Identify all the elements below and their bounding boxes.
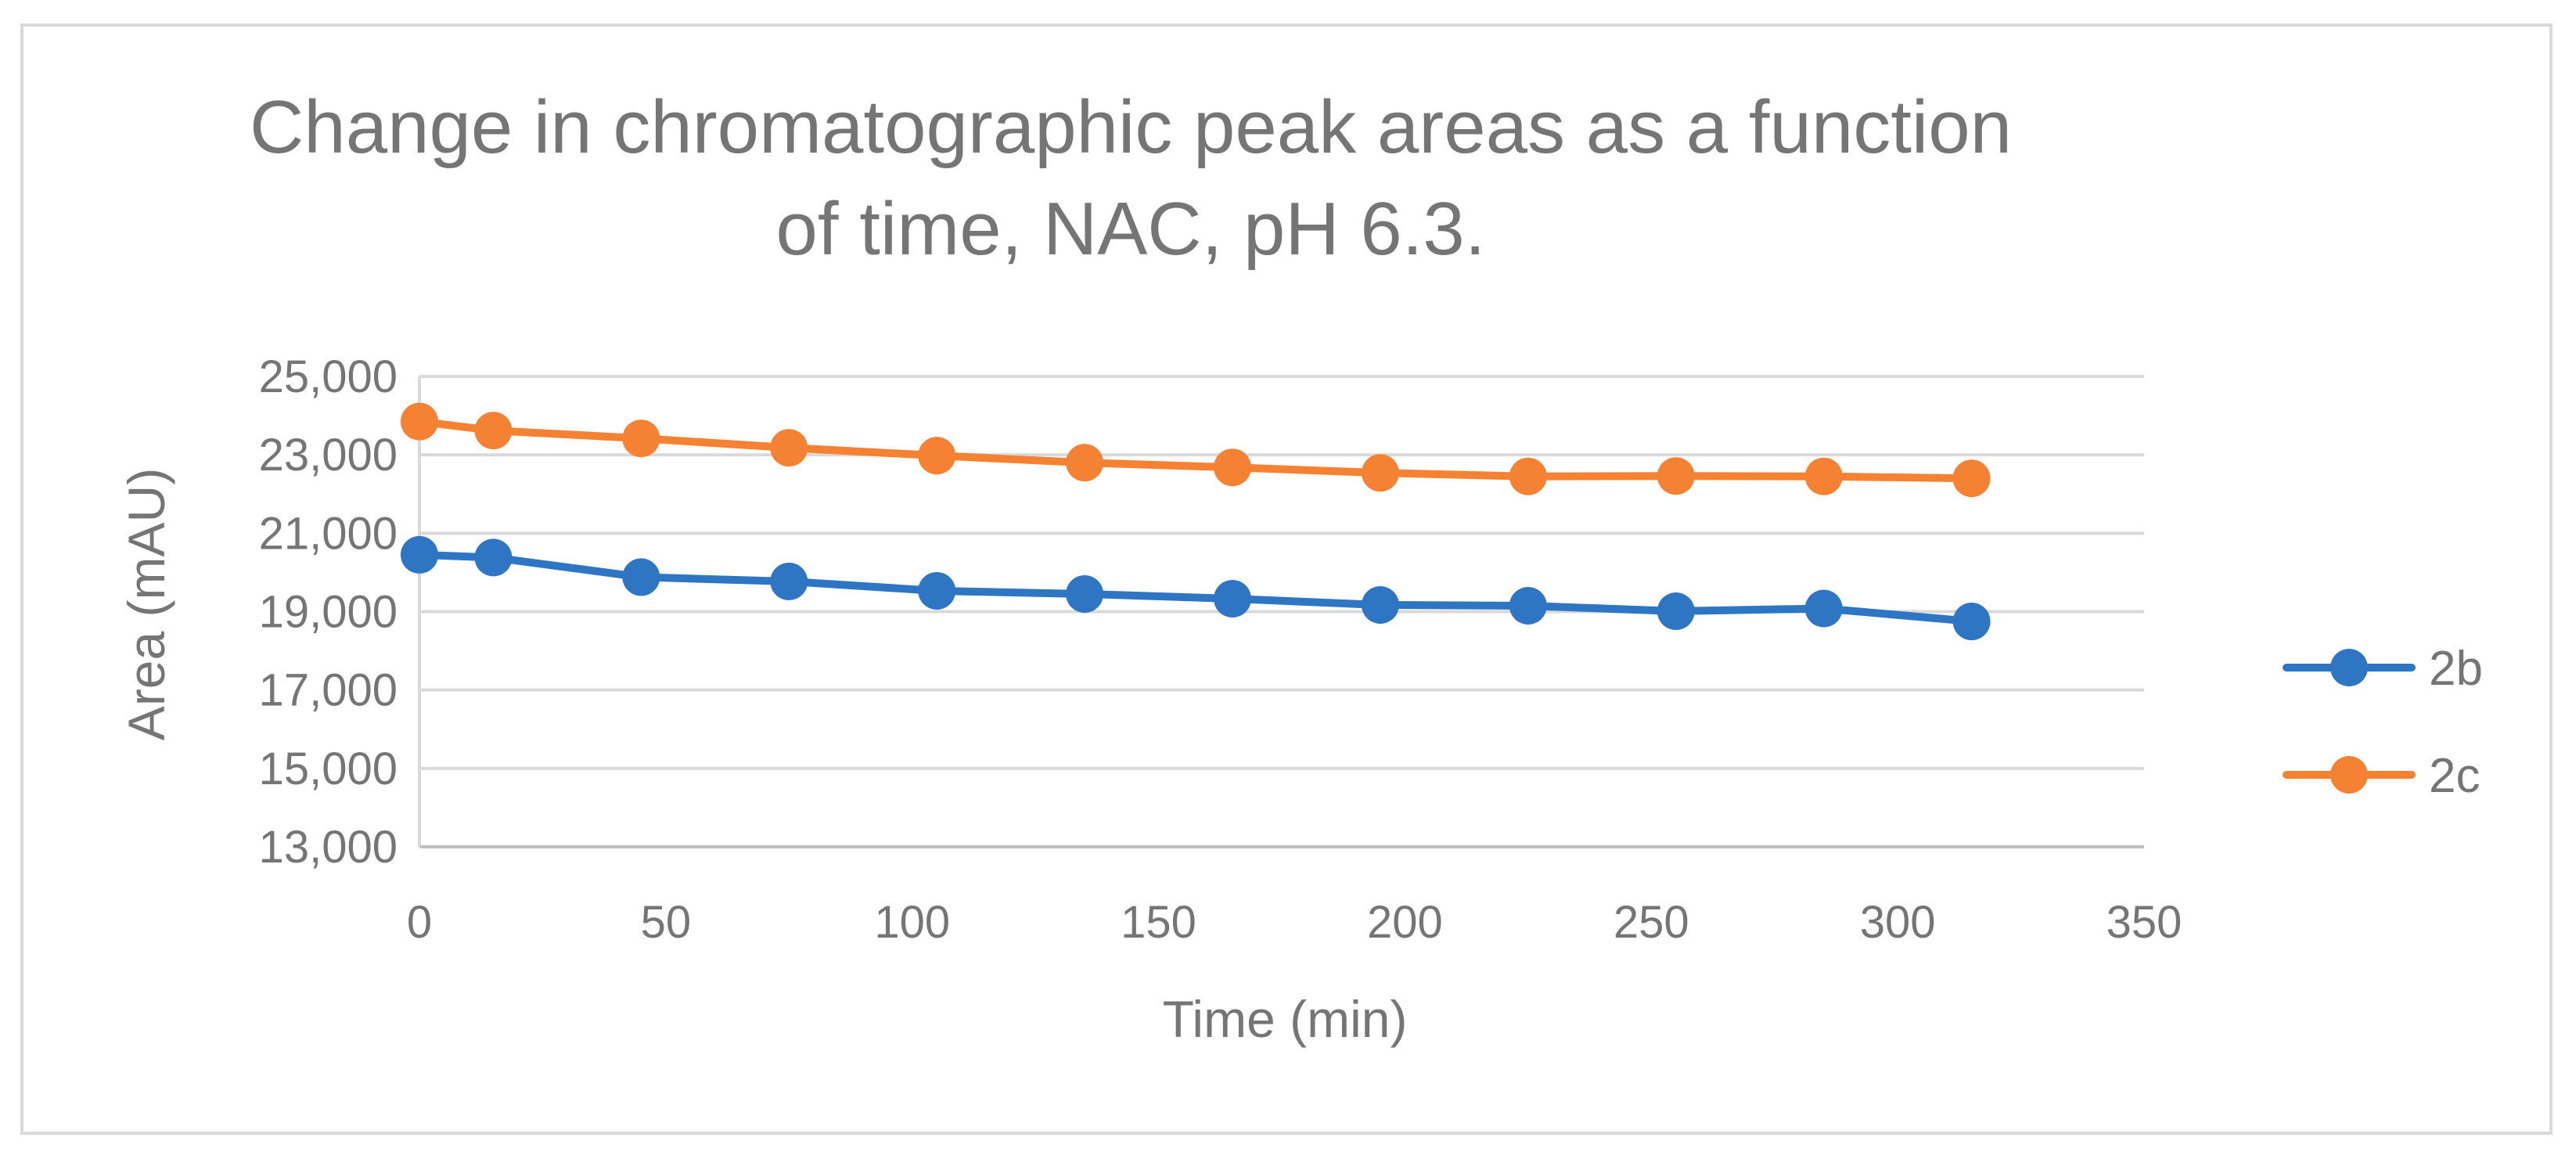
gridlines xyxy=(419,375,2144,770)
data-point-2c-1 xyxy=(474,412,513,450)
data-point-2b-6 xyxy=(1214,579,1252,618)
data-point-2b-7 xyxy=(1361,585,1399,624)
chart-title: Change in chromatographic peak areas as … xyxy=(249,85,2013,271)
series-2c xyxy=(401,402,1991,498)
y-axis-title: Area (mAU) xyxy=(117,468,175,740)
series-line-2c xyxy=(416,417,1976,483)
data-point-2b-4 xyxy=(918,571,956,610)
tick-labels: 13,000 15,000 17,000 19,000 21,000 23,000 25,0… xyxy=(259,351,2182,948)
data-point-2b-11 xyxy=(1952,603,1991,641)
y-tick-label-1: 15,000 xyxy=(259,744,398,794)
legend-marker-2c xyxy=(2330,756,2368,794)
axes xyxy=(418,376,2144,848)
legend-label-2b: 2b xyxy=(2429,642,2483,696)
chart-frame xyxy=(20,23,2553,1135)
x-tick-label-6: 300 xyxy=(1860,897,1936,948)
x-tick-label-7: 350 xyxy=(2106,897,2182,948)
data-point-2c-6 xyxy=(1214,448,1252,487)
series xyxy=(401,402,1991,641)
x-tick-label-4: 200 xyxy=(1367,897,1443,948)
data-point-2b-9 xyxy=(1657,592,1695,630)
data-point-2b-0 xyxy=(401,535,438,574)
data-point-2c-2 xyxy=(622,419,660,458)
data-point-2c-4 xyxy=(918,437,956,475)
series-2b xyxy=(401,535,1991,641)
legend-entry-2c: 2c xyxy=(2283,749,2480,803)
data-point-2c-9 xyxy=(1657,457,1695,495)
y-tick-label-5: 23,000 xyxy=(259,430,398,481)
legend: 2b 2c xyxy=(2283,642,2483,803)
y-tick-label-0: 13,000 xyxy=(259,822,398,873)
legend-marker-2b xyxy=(2330,649,2368,686)
data-point-2c-10 xyxy=(1804,457,1843,495)
x-axis-title: Time (min) xyxy=(1163,990,1408,1048)
data-point-2b-5 xyxy=(1066,574,1104,613)
x-tick-label-2: 100 xyxy=(874,897,950,948)
data-point-2b-3 xyxy=(770,562,808,600)
y-tick-label-4: 21,000 xyxy=(259,508,398,559)
data-point-2c-7 xyxy=(1361,454,1399,492)
x-tick-label-0: 0 xyxy=(407,897,432,948)
data-point-2c-8 xyxy=(1509,457,1547,495)
legend-entry-2b: 2b xyxy=(2283,642,2483,696)
y-tick-label-6: 25,000 xyxy=(259,351,398,402)
y-tick-label-3: 19,000 xyxy=(259,587,398,638)
data-point-2b-8 xyxy=(1509,586,1547,625)
data-point-2c-3 xyxy=(770,429,808,467)
data-point-2c-0 xyxy=(401,402,438,441)
x-tick-label-3: 150 xyxy=(1121,897,1196,948)
data-point-2b-1 xyxy=(474,538,513,577)
x-tick-label-1: 50 xyxy=(641,897,692,948)
data-point-2b-2 xyxy=(622,558,660,596)
data-point-2c-11 xyxy=(1952,459,1991,498)
x-tick-label-5: 250 xyxy=(1614,897,1689,948)
legend-label-2c: 2c xyxy=(2429,749,2480,803)
y-tick-label-2: 17,000 xyxy=(259,665,398,716)
series-line-2b xyxy=(416,550,1976,626)
data-point-2c-5 xyxy=(1066,444,1104,482)
data-point-2b-10 xyxy=(1804,589,1843,628)
